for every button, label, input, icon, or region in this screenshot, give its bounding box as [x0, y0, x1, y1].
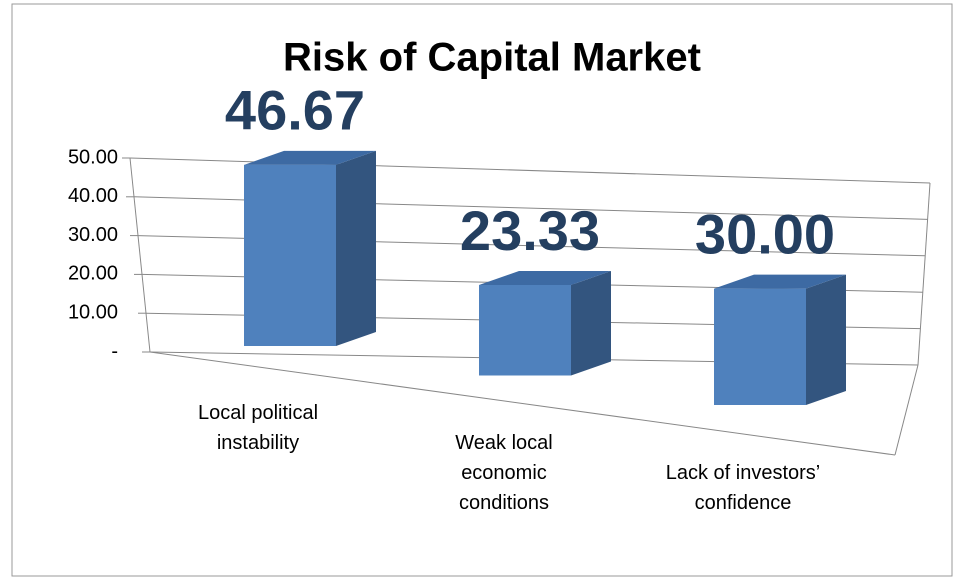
left-wall-edge [129, 157, 151, 353]
back-wall-edge [917, 182, 931, 366]
x-tick-label: Weak local economic conditions [455, 432, 553, 514]
bar-side [806, 274, 846, 405]
y-tick-label: - [111, 340, 118, 362]
bar-top [479, 270, 611, 285]
bar-top [714, 274, 846, 289]
value-label: 23.33 [460, 199, 600, 262]
x-tick-label: Local political instability [197, 402, 319, 454]
bar [244, 150, 376, 346]
value-label: 30.00 [695, 202, 835, 265]
x-tick-label: Lack of investors’ confidence [665, 462, 821, 514]
bar-top [244, 150, 376, 165]
value-label: 46.67 [225, 79, 365, 142]
y-tick-label: 20.00 [68, 263, 118, 285]
bar-front [244, 164, 336, 346]
y-tick-label: 30.00 [68, 224, 118, 246]
bar [479, 270, 611, 376]
floor-front-edge [149, 351, 896, 456]
y-tick-label: 40.00 [68, 185, 118, 207]
floor-right-edge [894, 364, 919, 456]
bar-front [714, 288, 806, 405]
y-tick-label: 50.00 [68, 146, 118, 168]
chart-title: Risk of Capital Market [283, 36, 701, 80]
bar-side [571, 270, 611, 376]
bar-side [336, 150, 376, 346]
bar [714, 274, 846, 405]
bar-front [479, 284, 571, 376]
y-tick-label: 10.00 [68, 301, 118, 323]
